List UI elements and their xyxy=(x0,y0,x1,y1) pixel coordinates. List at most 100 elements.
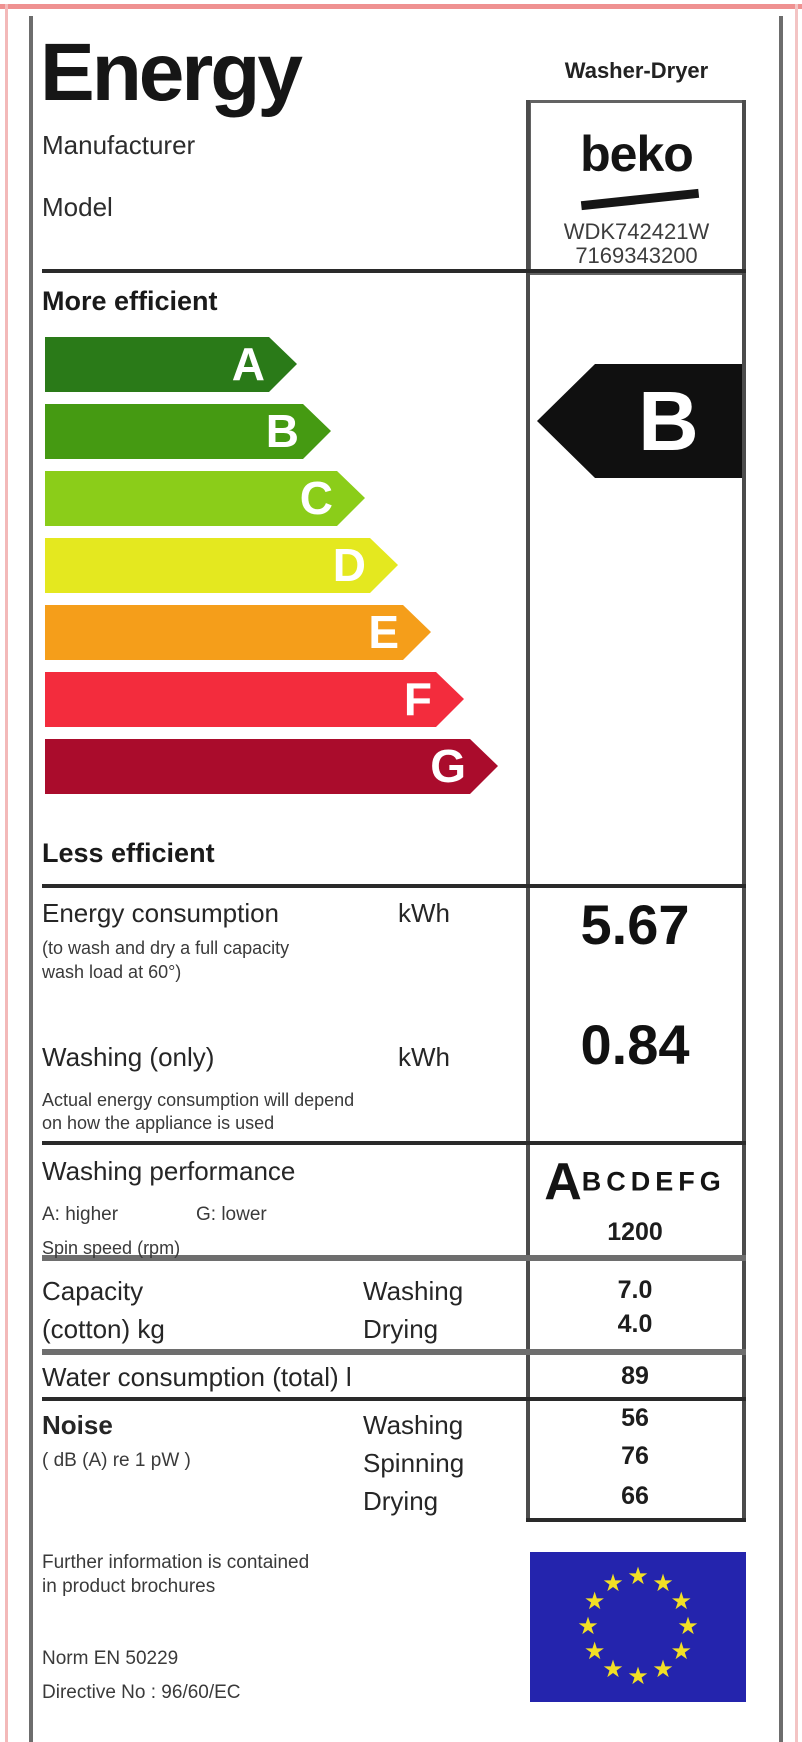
washing-performance-label: Washing performance xyxy=(42,1156,296,1186)
divider-capacity xyxy=(42,1255,746,1261)
beko-logo: beko xyxy=(580,126,694,182)
current-rating-arrow-head xyxy=(537,364,595,478)
grade-arrow-G: G xyxy=(45,739,498,794)
right-column-bottom-border xyxy=(526,1518,746,1522)
noise-spinning-label: Spinning xyxy=(363,1448,465,1478)
eu-flag-star: ★ xyxy=(602,1656,624,1684)
right-column-border-right xyxy=(742,100,746,1522)
noise-drying-value: 66 xyxy=(621,1482,649,1510)
capacity-drying-value: 4.0 xyxy=(617,1310,653,1338)
grade-arrow-head-A xyxy=(269,337,297,392)
eu-flag-star: ★ xyxy=(670,1638,693,1665)
performance-note-high: A: higher xyxy=(42,1204,119,1225)
grade-letter-G: G xyxy=(430,740,466,792)
photo-frame-right xyxy=(795,4,798,1742)
photo-frame-left xyxy=(5,4,8,1742)
footer-info-2: in product brochures xyxy=(42,1576,216,1597)
grade-bar-G: G xyxy=(45,739,470,794)
right-column-border-left xyxy=(526,100,530,1522)
eu-flag: ★ ★ ★ ★ ★ ★ ★ ★ ★ ★ ★ ★ xyxy=(530,1552,746,1702)
washing-only-note-2: on how the appliance is used xyxy=(42,1113,275,1133)
grade-letter-D: D xyxy=(332,539,366,591)
spin-speed-label: Spin speed (rpm) xyxy=(42,1238,181,1258)
current-rating-arrow: B xyxy=(537,364,742,478)
grade-arrow-E: E xyxy=(45,605,431,660)
noise-spinning-value: 76 xyxy=(621,1442,649,1470)
eu-flag-star: ★ xyxy=(602,1569,624,1597)
washing-performance-cell: ABCDEFG xyxy=(528,1152,742,1212)
model-label: Model xyxy=(42,192,113,222)
energy-consumption-note-1: (to wash and dry a full capacity xyxy=(42,938,290,958)
capacity-label-1: Capacity xyxy=(42,1276,144,1306)
beko-logo-underline xyxy=(580,188,700,211)
grade-arrow-B: B xyxy=(45,404,331,459)
product-code: 7169343200 xyxy=(575,243,698,268)
capacity-washing-value: 7.0 xyxy=(617,1276,653,1304)
eu-flag-star: ★ xyxy=(583,1638,606,1665)
washing-only-note-1: Actual energy consumption will depend xyxy=(42,1090,355,1110)
noise-washing-value: 56 xyxy=(621,1404,649,1432)
grade-letter-E: E xyxy=(368,606,399,658)
noise-unit-note: ( dB (A) re 1 pW ) xyxy=(42,1450,191,1471)
grade-letter-A: A xyxy=(231,338,265,390)
energy-consumption-unit: kWh xyxy=(398,898,450,928)
eu-flag-star: ★ xyxy=(670,1588,693,1615)
eu-flag-star: ★ xyxy=(577,1613,599,1640)
brand-box: beko WDK742421W 7169343200 xyxy=(528,100,745,275)
divider-water xyxy=(42,1349,746,1355)
current-rating-arrow-body: B xyxy=(595,364,742,478)
energy-consumption-note-2: wash load at 60°) xyxy=(42,962,182,982)
grade-arrow-D: D xyxy=(45,538,398,593)
spin-speed-value: 1200 xyxy=(607,1218,663,1246)
eu-flag-star: ★ xyxy=(583,1588,606,1615)
photo-frame-top xyxy=(0,4,802,9)
energy-consumption-label: Energy consumption xyxy=(42,898,280,928)
grade-arrow-head-E xyxy=(403,605,431,660)
grade-arrow-C: C xyxy=(45,471,365,526)
performance-grade: A xyxy=(544,1153,582,1211)
grade-arrow-A: A xyxy=(45,337,297,392)
performance-note-low: G: lower xyxy=(196,1204,267,1225)
more-efficient-label: More efficient xyxy=(42,286,218,316)
capacity-label-2: (cotton) kg xyxy=(42,1314,165,1344)
grade-bar-A: A xyxy=(45,337,269,392)
performance-other-grades: BCDEFG xyxy=(581,1166,726,1197)
footer-info-1: Further information is contained xyxy=(42,1552,310,1573)
footer-directive: Directive No : 96/60/EC xyxy=(42,1682,241,1703)
grade-bar-E: E xyxy=(45,605,403,660)
noise-drying-label: Drying xyxy=(363,1486,439,1516)
washing-only-value: 0.84 xyxy=(580,1013,690,1076)
divider-performance xyxy=(42,1141,746,1145)
washing-only-label: Washing (only) xyxy=(42,1042,215,1072)
grade-arrow-head-G xyxy=(470,739,498,794)
water-consumption-value: 89 xyxy=(621,1362,649,1390)
eu-flag-star: ★ xyxy=(652,1656,674,1684)
less-efficient-label: Less efficient xyxy=(42,838,215,868)
label-border-right xyxy=(779,16,783,1742)
grade-arrow-head-F xyxy=(436,672,464,727)
grade-letter-F: F xyxy=(403,673,432,725)
grade-arrow-head-D xyxy=(370,538,398,593)
grade-bar-F: F xyxy=(45,672,436,727)
grade-arrow-head-B xyxy=(303,404,331,459)
grade-bar-C: C xyxy=(45,471,337,526)
water-consumption-label: Water consumption (total) l xyxy=(42,1362,352,1392)
model-number: WDK742421W xyxy=(563,219,710,244)
current-rating-letter: B xyxy=(638,374,699,468)
grade-arrow-head-C xyxy=(337,471,365,526)
grade-arrow-F: F xyxy=(45,672,464,727)
grade-bar-D: D xyxy=(45,538,370,593)
eu-flag-star: ★ xyxy=(677,1613,699,1640)
noise-label: Noise xyxy=(42,1410,113,1440)
noise-washing-label: Washing xyxy=(363,1410,464,1440)
energy-title: Energy xyxy=(40,27,303,118)
grade-bar-B: B xyxy=(45,404,303,459)
energy-consumption-value: 5.67 xyxy=(580,893,690,956)
grade-letter-B: B xyxy=(265,405,299,457)
grade-letter-C: C xyxy=(299,472,333,524)
eu-flag-star: ★ xyxy=(652,1569,674,1597)
eu-flag-star: ★ xyxy=(627,1663,649,1690)
divider-noise xyxy=(42,1397,746,1401)
capacity-washing-label: Washing xyxy=(363,1276,464,1306)
capacity-drying-label: Drying xyxy=(363,1314,439,1344)
